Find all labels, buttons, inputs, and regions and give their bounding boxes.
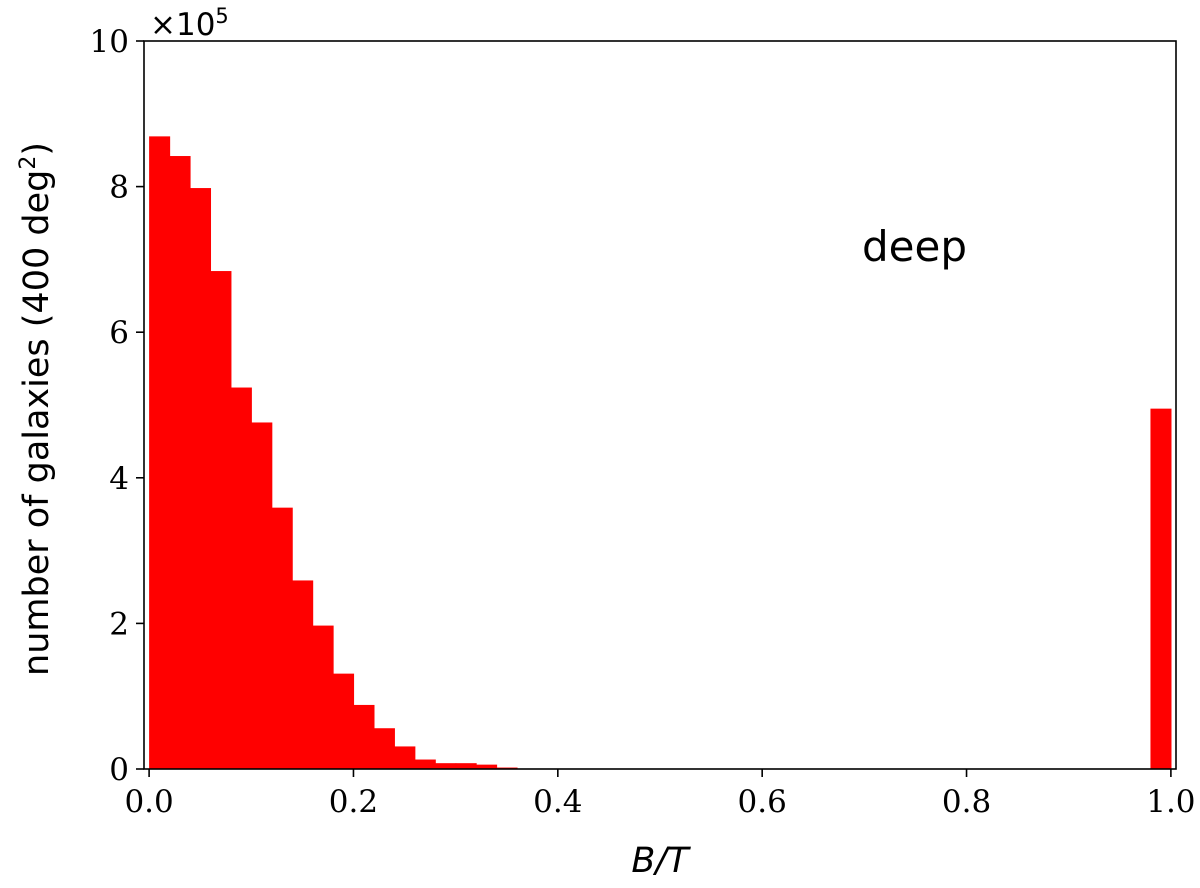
histogram-bar: [169, 156, 191, 770]
x-axis: 0.0 0.2 0.4 0.6 0.8 1.0: [124, 769, 1196, 820]
histogram-bar: [271, 507, 293, 769]
histogram-bar: [292, 580, 314, 769]
y-axis-title-main: number of galaxies (400 deg: [17, 170, 57, 676]
histogram-bar: [210, 271, 232, 769]
histogram-bar: [230, 387, 252, 769]
y-tick-label: 6: [109, 315, 129, 351]
y-axis: 0 2 4 6 8 10: [90, 24, 144, 788]
histogram-bar: [149, 136, 171, 770]
x-tick-label: 0.8: [942, 784, 991, 820]
histogram-bar: [333, 673, 355, 769]
histogram-bar: [251, 422, 273, 769]
y-multiplier-exponent: 5: [215, 4, 228, 28]
histogram-bar: [353, 704, 375, 769]
x-tick-label: 0.0: [124, 784, 173, 820]
x-tick-label: 0.2: [329, 784, 378, 820]
histogram-bar: [476, 764, 498, 769]
y-axis-title-close: ): [17, 142, 57, 156]
histogram-bar: [394, 746, 416, 769]
histogram-bar: [1150, 408, 1172, 769]
y-axis-title: number of galaxies (400 deg2): [16, 142, 57, 676]
histogram-bar: [189, 188, 212, 769]
y-tick-label: 8: [109, 170, 129, 206]
y-tick-label: 0: [109, 752, 129, 788]
y-tick-label: 10: [90, 24, 129, 60]
plot-frame: [143, 40, 1177, 770]
y-axis-title-superscript: 2: [16, 156, 41, 170]
y-tick-label: 4: [109, 461, 129, 497]
histogram-bar: [455, 763, 477, 769]
annotation-deep: deep: [862, 222, 967, 271]
bars-layer: [149, 136, 1172, 770]
histogram-bar: [435, 763, 457, 769]
x-tick-label: 1.0: [1146, 784, 1195, 820]
y-multiplier-base: ×10: [150, 7, 215, 43]
x-axis-title: B/T: [631, 841, 691, 881]
x-tick-label: 0.4: [533, 784, 582, 820]
x-tick-label: 0.6: [738, 784, 787, 820]
histogram-bar: [414, 759, 436, 769]
y-tick-label: 2: [109, 606, 129, 642]
histogram-bar: [312, 625, 334, 769]
histogram-bar: [373, 728, 395, 769]
y-axis-multiplier: ×105: [150, 4, 229, 43]
